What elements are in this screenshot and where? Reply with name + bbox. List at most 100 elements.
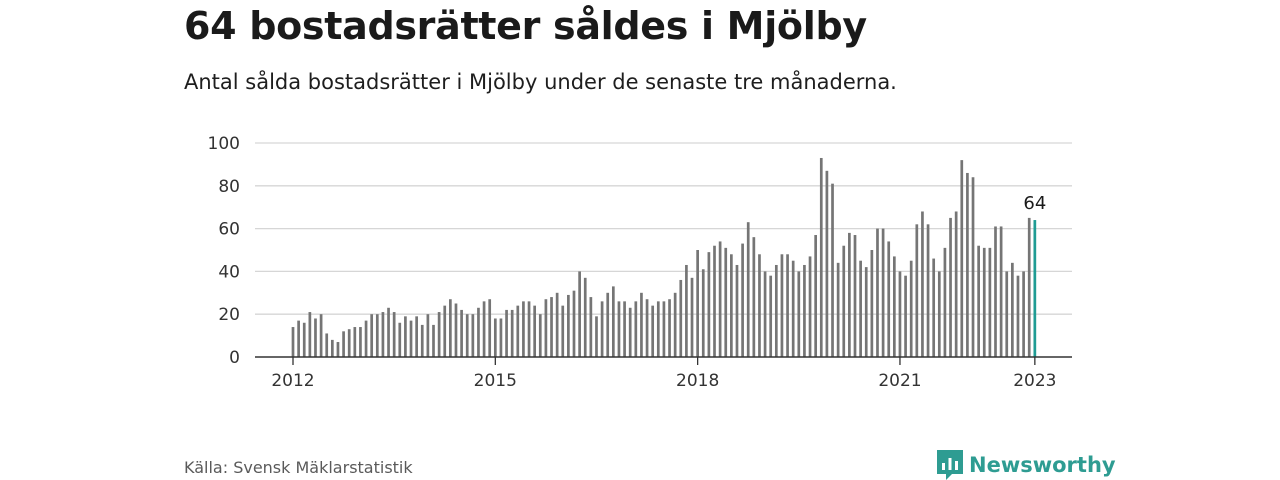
bar — [904, 275, 907, 357]
bar — [656, 301, 660, 357]
bar — [611, 286, 615, 357]
bar — [533, 305, 537, 357]
bar — [567, 294, 570, 357]
bar — [915, 224, 919, 357]
bar — [746, 222, 750, 357]
bar — [493, 318, 497, 357]
bar — [336, 342, 340, 357]
bar — [1022, 271, 1025, 357]
bar — [926, 224, 930, 357]
bar — [465, 314, 469, 357]
bar — [583, 277, 587, 357]
bar — [864, 267, 868, 357]
bar — [662, 301, 666, 357]
chart-title: 64 bostadsrätter såldes i Mjölby — [184, 4, 867, 48]
bar — [780, 254, 784, 357]
bar — [375, 314, 379, 357]
bar — [713, 245, 716, 357]
bar — [1027, 217, 1031, 357]
bar — [297, 320, 300, 357]
bar — [814, 235, 818, 357]
bar-chart: 0 20 40 60 80 100 2012 2015 2018 2021 2023 64 — [208, 134, 1072, 391]
bar — [381, 312, 385, 357]
bar — [600, 301, 604, 357]
bar — [449, 299, 452, 357]
bar — [735, 264, 739, 357]
bar — [763, 271, 767, 357]
bar — [679, 279, 683, 357]
bar — [640, 292, 643, 357]
bar — [1016, 275, 1020, 357]
bar — [359, 327, 362, 357]
bar — [572, 290, 576, 357]
chart-subtitle: Antal sålda bostadsrätter i Mjölby under… — [184, 70, 897, 94]
bar — [668, 299, 671, 357]
bar — [538, 314, 542, 357]
bar — [819, 157, 823, 357]
bar — [696, 250, 699, 357]
bar — [319, 314, 323, 357]
bar — [454, 303, 458, 357]
bar — [628, 307, 632, 357]
bar — [398, 322, 402, 357]
bar — [803, 264, 806, 357]
x-tick-label: 2021 — [878, 371, 921, 391]
bar — [325, 333, 329, 357]
bar — [960, 160, 964, 357]
bar — [853, 235, 857, 357]
bar — [387, 307, 390, 357]
bar — [409, 320, 413, 357]
bar — [786, 254, 789, 357]
bar — [314, 318, 317, 357]
bar — [690, 277, 694, 357]
brand-logo[interactable]: Newsworthy — [937, 450, 1116, 480]
bar — [471, 314, 475, 357]
bar — [999, 226, 1003, 357]
bar — [595, 316, 598, 357]
bar — [994, 226, 997, 357]
bar — [673, 292, 677, 357]
bar — [808, 256, 812, 357]
bar — [623, 301, 626, 357]
y-tick-label: 100 — [208, 134, 240, 154]
bar — [522, 301, 525, 357]
x-tick-label: 2018 — [676, 371, 719, 391]
bar — [426, 314, 430, 357]
y-tick-label: 80 — [218, 177, 240, 197]
bar — [437, 312, 441, 357]
bar — [370, 314, 374, 357]
bar — [302, 322, 306, 357]
bar — [589, 297, 593, 357]
bar — [634, 301, 638, 357]
bar — [831, 183, 834, 357]
bar — [887, 241, 891, 357]
bar — [892, 256, 896, 357]
bar — [330, 339, 334, 357]
bar — [499, 318, 503, 357]
bar — [797, 271, 801, 357]
brand-name: Newsworthy — [969, 453, 1116, 477]
bar — [718, 241, 722, 357]
bar — [921, 211, 924, 357]
bar — [752, 237, 756, 357]
bar — [617, 301, 621, 357]
bar — [730, 254, 733, 357]
bar — [791, 260, 795, 357]
y-tick-label: 40 — [218, 262, 240, 282]
bar — [971, 177, 975, 357]
bar — [1005, 271, 1009, 357]
bar — [774, 264, 778, 357]
bar — [982, 247, 986, 357]
x-tick-label: 2023 — [1013, 371, 1056, 391]
bar — [544, 299, 548, 357]
bar — [488, 299, 492, 357]
bar — [392, 312, 396, 357]
bar — [420, 324, 424, 357]
bar — [561, 305, 565, 357]
bar — [842, 245, 846, 357]
bar — [415, 316, 418, 357]
bar — [909, 260, 913, 357]
y-tick-label: 20 — [218, 305, 240, 325]
bar — [347, 329, 351, 357]
bar — [859, 260, 862, 357]
